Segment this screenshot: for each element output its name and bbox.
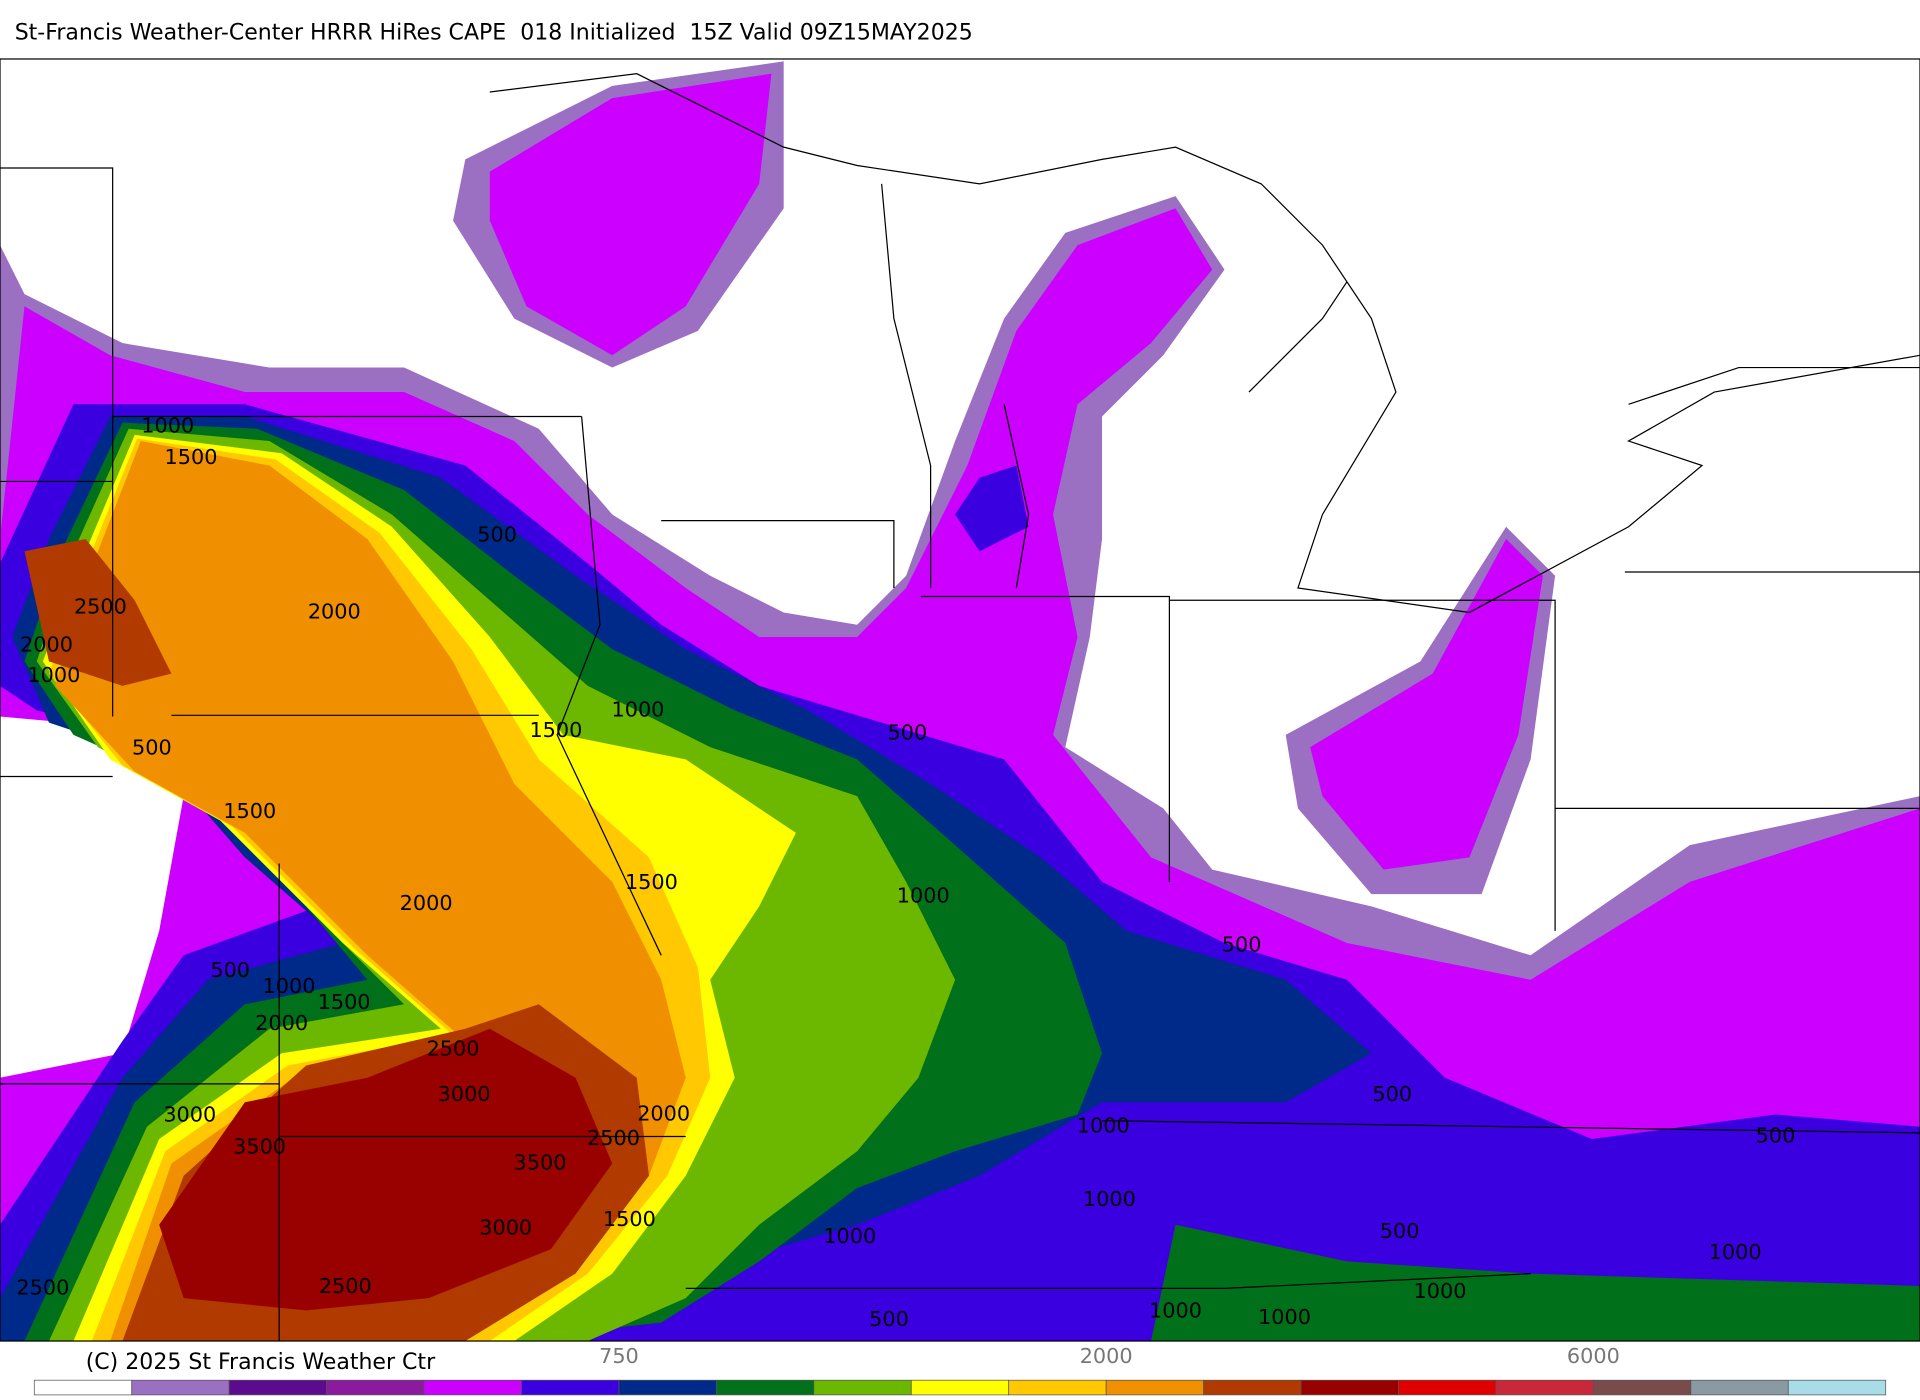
- contour-label: 1500: [603, 1207, 656, 1231]
- contour-label: 500: [1380, 1219, 1420, 1243]
- colorbar-swatch: [33, 1379, 133, 1396]
- colorbar-swatch: [1690, 1379, 1789, 1396]
- colorbar-swatch: [1495, 1379, 1594, 1396]
- contour-label: 500: [132, 735, 172, 759]
- shade-magenta: [489, 73, 772, 356]
- contour-label: 2000: [308, 599, 361, 623]
- shade-white: [0, 716, 184, 1078]
- contour-label: 1000: [1083, 1187, 1136, 1211]
- contour-label: 1000: [611, 697, 664, 721]
- shade-rust: [24, 538, 172, 686]
- contour-label: 1000: [1258, 1305, 1311, 1329]
- borders: [0, 58, 1920, 1342]
- state-lines: [0, 167, 1920, 1342]
- colorbar-swatch: [1105, 1379, 1204, 1396]
- contour-label: 2500: [74, 595, 127, 619]
- contour-label: 2500: [319, 1274, 372, 1298]
- contour-label: 1000: [1149, 1299, 1202, 1323]
- map-title: St-Francis Weather-Center HRRR HiRes CAP…: [15, 20, 973, 45]
- contour-label: 2500: [16, 1275, 69, 1299]
- contour-label: 3000: [479, 1215, 532, 1239]
- contour-label: 500: [477, 522, 517, 546]
- colorbar-swatch: [813, 1379, 912, 1396]
- contour-label: 500: [869, 1307, 909, 1331]
- colorbar-swatch: [1008, 1379, 1107, 1396]
- colorbar-swatch: [423, 1379, 522, 1396]
- contour-label: 500: [887, 721, 927, 745]
- lake-lines: [489, 73, 1920, 614]
- contour-label: 1000: [263, 974, 316, 998]
- colorbar: 750 2000 6000: [33, 1344, 1887, 1396]
- contour-label: 1000: [1077, 1114, 1130, 1138]
- contour-label: 3500: [233, 1135, 286, 1159]
- colorbar-swatch: [1398, 1379, 1497, 1396]
- colorbar-swatch: [618, 1379, 717, 1396]
- contour-label: 500: [210, 958, 250, 982]
- colorbar-label: 2000: [1080, 1344, 1133, 1368]
- cape-field: [0, 61, 1920, 1342]
- contour-label: 1000: [141, 413, 194, 437]
- contour-label: 3500: [514, 1150, 567, 1174]
- colorbar-swatch: [716, 1379, 815, 1396]
- contour-label: 500: [1372, 1082, 1412, 1106]
- colorbar-swatch: [326, 1379, 425, 1396]
- contour-label: 1000: [27, 663, 80, 687]
- contour-label: 2000: [20, 633, 73, 657]
- contour-label: 1500: [529, 718, 582, 742]
- contour-label: 1500: [318, 990, 371, 1014]
- shade-blue: [955, 465, 1029, 552]
- contour-label: 3000: [438, 1082, 491, 1106]
- contour-label: 2500: [587, 1126, 640, 1150]
- contour-label: 2000: [255, 1011, 308, 1035]
- copyright: (C) 2025 St Francis Weather Ctr: [86, 1350, 436, 1375]
- contour-label: 1500: [223, 799, 276, 823]
- contour-label: 1500: [165, 445, 218, 469]
- contour-label: 3000: [163, 1103, 216, 1127]
- colorbar-swatch: [910, 1379, 1010, 1396]
- contour-label: 500: [1222, 933, 1262, 957]
- contour-label: 1000: [823, 1224, 876, 1248]
- colorbar-label: 6000: [1567, 1344, 1620, 1368]
- colorbar-swatch: [521, 1379, 620, 1396]
- colorbar-label: 750: [599, 1344, 639, 1368]
- contour-label: 1500: [625, 870, 678, 894]
- colorbar-swatch: [1787, 1379, 1887, 1396]
- contour-label: 500: [1756, 1124, 1796, 1148]
- colorbar-swatch: [1203, 1379, 1302, 1396]
- shade-darkgreen: [1151, 1224, 1920, 1342]
- colorbar-swatch: [1300, 1379, 1399, 1396]
- contour-label: 1000: [1709, 1240, 1762, 1264]
- contour-label: 2000: [637, 1101, 690, 1125]
- shade-darkred: [159, 1028, 613, 1311]
- colorbar-swatch: [228, 1379, 327, 1396]
- colorbar-swatch: [131, 1379, 230, 1396]
- contour-label: 1000: [1414, 1279, 1467, 1303]
- shade-magenta: [1310, 538, 1543, 870]
- contour-label: 2500: [427, 1037, 480, 1061]
- colorbar-swatch: [1593, 1379, 1692, 1396]
- map-frame: [0, 58, 1920, 1342]
- contour-label: 1000: [897, 884, 950, 908]
- contour-labels: 1000150050020002500200010005001500100050…: [16, 413, 1795, 1331]
- contour-label: 2000: [400, 891, 453, 915]
